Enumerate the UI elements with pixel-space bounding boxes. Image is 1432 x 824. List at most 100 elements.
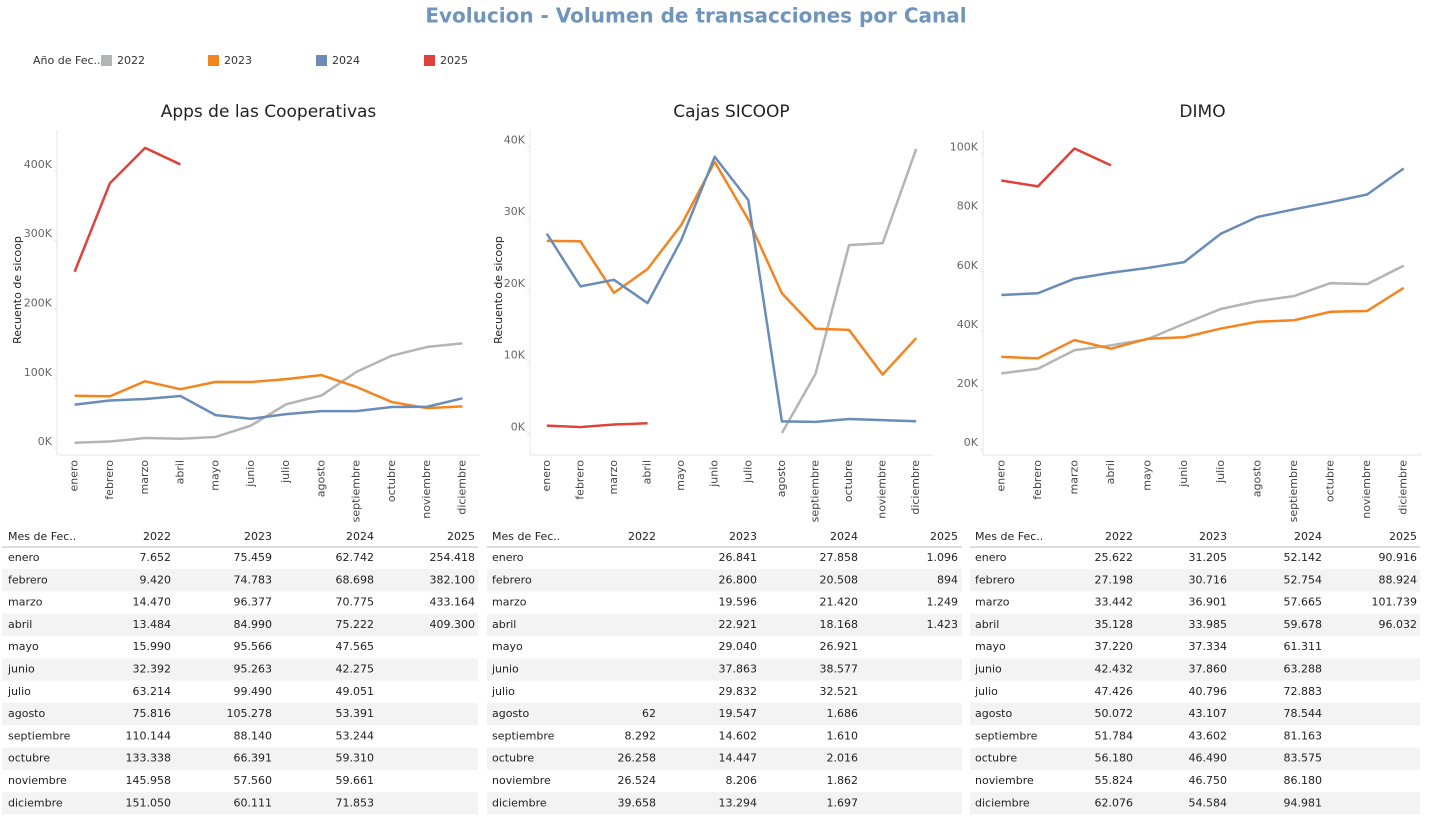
table-cell: 90.916 xyxy=(1379,551,1418,564)
table-cell: 50.072 xyxy=(1095,707,1134,720)
table-cell: 95.566 xyxy=(234,640,273,653)
series-line xyxy=(546,422,648,429)
table-cell: 15.990 xyxy=(133,640,172,653)
table-cell: 63.214 xyxy=(133,685,172,698)
table-header: 2024 xyxy=(830,530,858,543)
x-tick-label: julio xyxy=(1214,460,1227,484)
table-header: Mes de Fec.. xyxy=(8,530,76,543)
x-tick-label: diciembre xyxy=(1397,460,1410,515)
x-tick-label: junio xyxy=(1177,460,1190,488)
table-cell: 51.784 xyxy=(1095,729,1134,742)
table-row-band xyxy=(487,747,962,770)
table-header: Mes de Fec.. xyxy=(975,530,1043,543)
table-row-label: julio xyxy=(7,685,31,698)
table-cell: 29.832 xyxy=(719,685,758,698)
table-header: 2024 xyxy=(346,530,374,543)
table-cell: 68.698 xyxy=(336,573,375,586)
table-cell: 21.420 xyxy=(820,596,859,609)
series-line xyxy=(1001,167,1405,297)
x-tick-label: febrero xyxy=(1031,460,1044,500)
table-cell: 86.180 xyxy=(1284,774,1323,787)
table-cell: 54.584 xyxy=(1189,796,1228,809)
y-tick-label: 0K xyxy=(38,435,53,448)
table-row-label: noviembre xyxy=(975,774,1034,787)
table-row-band xyxy=(970,613,1420,637)
table-cell: 8.292 xyxy=(625,729,657,742)
table-header: 2025 xyxy=(447,530,475,543)
table-cell: 75.816 xyxy=(133,707,172,720)
table-cell: 110.144 xyxy=(126,729,172,742)
y-axis-title: Recuento de sicoop xyxy=(11,236,24,344)
table-row-label: noviembre xyxy=(8,774,67,787)
table-cell: 62.076 xyxy=(1095,796,1134,809)
table-row-label: julio xyxy=(491,685,515,698)
table-cell: 39.658 xyxy=(618,796,657,809)
table-cell: 33.985 xyxy=(1189,618,1228,631)
y-axis-title: Recuento de sicoop xyxy=(492,236,505,344)
y-tick-label: 0K xyxy=(511,420,526,433)
table-cell: 94.981 xyxy=(1284,796,1323,809)
y-tick-label: 10K xyxy=(504,349,526,362)
table-row-band xyxy=(487,702,962,726)
x-tick-label: marzo xyxy=(138,460,151,495)
legend-label: 2022 xyxy=(117,54,145,67)
x-tick-label: octubre xyxy=(385,460,398,502)
table-cell: 61.311 xyxy=(1284,640,1323,653)
table-row-label: abril xyxy=(8,618,32,631)
x-tick-label: octubre xyxy=(842,460,855,502)
table-cell: 71.853 xyxy=(336,796,375,809)
x-tick-label: noviembre xyxy=(876,460,889,519)
x-tick-label: enero xyxy=(994,460,1007,492)
table-row-label: diciembre xyxy=(8,796,63,809)
table-cell: 47.426 xyxy=(1095,685,1134,698)
table-cell: 151.050 xyxy=(126,796,172,809)
table-cell: 20.508 xyxy=(820,573,859,586)
y-tick-label: 200K xyxy=(24,296,53,309)
table-cell: 59.678 xyxy=(1284,618,1323,631)
x-tick-label: mayo xyxy=(1141,460,1154,491)
chart-title: Apps de las Cooperativas xyxy=(161,102,377,122)
table-cell: 88.140 xyxy=(234,729,273,742)
table-row-label: agosto xyxy=(975,707,1012,720)
table-cell: 59.310 xyxy=(336,752,375,765)
table-cell: 43.602 xyxy=(1189,729,1228,742)
x-tick-label: diciembre xyxy=(909,460,922,515)
table-row-label: marzo xyxy=(8,596,43,609)
table-cell: 74.783 xyxy=(234,573,273,586)
table-cell: 38.577 xyxy=(820,663,859,676)
x-tick-label: junio xyxy=(708,460,721,488)
dashboard-title: Evolucion - Volumen de transacciones por… xyxy=(425,4,966,28)
table-header: 2023 xyxy=(729,530,757,543)
x-tick-label: enero xyxy=(68,460,81,492)
table-cell: 72.883 xyxy=(1284,685,1323,698)
table-cell: 84.990 xyxy=(234,618,273,631)
legend-label: 2024 xyxy=(332,54,360,67)
table-row-label: febrero xyxy=(492,573,532,586)
table-cell: 56.180 xyxy=(1095,752,1134,765)
series-line xyxy=(546,160,918,376)
table-row-band xyxy=(2,792,478,815)
y-tick-label: 100K xyxy=(950,141,979,154)
table-cell: 22.921 xyxy=(719,618,758,631)
series-line xyxy=(545,155,917,424)
x-tick-label: abril xyxy=(1104,460,1117,484)
x-tick-label: abril xyxy=(173,460,186,484)
y-tick-label: 20K xyxy=(957,377,979,390)
y-tick-label: 80K xyxy=(957,200,979,213)
table-row-band xyxy=(970,792,1420,815)
x-tick-label: diciembre xyxy=(455,460,468,515)
table-cell: 27.858 xyxy=(820,551,859,564)
table-row-label: agosto xyxy=(8,707,45,720)
y-tick-label: 40K xyxy=(504,134,526,147)
table-row-label: septiembre xyxy=(975,729,1038,742)
x-tick-label: julio xyxy=(279,460,292,484)
table-row-band xyxy=(487,569,962,592)
table-cell: 133.338 xyxy=(126,752,172,765)
legend-swatch xyxy=(424,55,435,66)
table-header: 2022 xyxy=(143,530,171,543)
table-cell: 75.459 xyxy=(234,551,273,564)
table-cell: 382.100 xyxy=(430,573,476,586)
y-tick-label: 300K xyxy=(24,227,53,240)
table-cell: 52.142 xyxy=(1284,551,1323,564)
